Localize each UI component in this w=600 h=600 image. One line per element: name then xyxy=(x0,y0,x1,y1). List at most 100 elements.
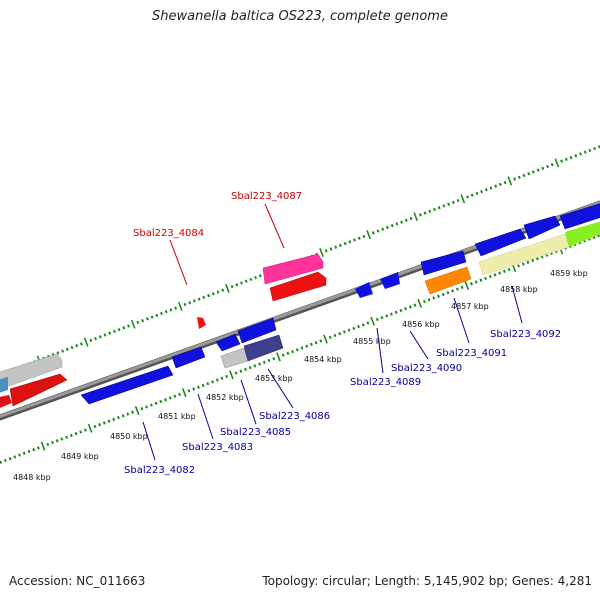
scale-tick xyxy=(131,410,134,414)
scale-tick xyxy=(211,380,215,384)
scale-tick xyxy=(178,392,182,397)
scale-tick xyxy=(366,321,370,325)
scale-tick xyxy=(8,456,12,461)
kbp-label: 4855 kbp xyxy=(353,337,391,346)
gene-sbal223-4086-blue[interactable] xyxy=(237,317,277,344)
scale-tick xyxy=(229,370,234,380)
scale-tick xyxy=(466,195,469,199)
scale-tick xyxy=(196,385,200,389)
scale-tick xyxy=(399,308,403,313)
gene-sbal223-4084[interactable] xyxy=(197,317,206,329)
scale-tick xyxy=(441,292,445,297)
gene-left-grey[interactable] xyxy=(0,353,63,393)
scale-tick xyxy=(370,316,375,326)
gene-left-red-2[interactable] xyxy=(0,395,12,412)
gene-sbal223-4083[interactable] xyxy=(171,346,206,369)
gene-sbal223-4092-blue[interactable] xyxy=(474,228,527,257)
scale-tick xyxy=(413,303,417,307)
gene-label-4092[interactable]: Sbal223_4092 xyxy=(490,329,561,340)
scale-tick xyxy=(385,314,389,318)
scale-tick xyxy=(460,285,464,289)
scale-tick xyxy=(145,317,149,321)
gene-label-4087[interactable]: Sbal223_4087 xyxy=(231,191,302,202)
scale-tick xyxy=(464,281,470,290)
scale-tick xyxy=(579,152,582,156)
gene-label-4089[interactable]: Sbal223_4089 xyxy=(350,377,421,388)
scale-tick xyxy=(102,421,106,425)
scale-tick xyxy=(197,297,201,301)
gene-label-4082[interactable]: Sbal223_4082 xyxy=(124,465,195,476)
scale-tick xyxy=(126,412,130,416)
gene-sbal223-4091[interactable] xyxy=(424,266,472,295)
scale-tick xyxy=(338,332,342,336)
scale-tick xyxy=(323,334,328,344)
genome-title: Shewanella baltica OS223, complete genom… xyxy=(152,9,448,24)
scale-tick xyxy=(221,288,225,292)
scale-tick xyxy=(447,202,451,206)
gene-sbal223-4082[interactable] xyxy=(80,365,174,405)
scale-tick xyxy=(480,189,484,194)
scale-tick xyxy=(343,241,347,246)
scale-tick xyxy=(201,383,205,388)
scale-tick xyxy=(174,306,178,310)
gene-sbal223-4087[interactable] xyxy=(269,271,327,302)
gene-sbal223-4085-grey[interactable] xyxy=(220,347,249,369)
scale-tick xyxy=(169,308,173,312)
gene-blue-next[interactable] xyxy=(523,215,561,240)
gene-label-4084[interactable]: Sbal223_4084 xyxy=(133,228,204,239)
scale-tick xyxy=(390,223,394,228)
scale-tick xyxy=(541,166,545,170)
scale-tick xyxy=(164,398,167,402)
scale-tick xyxy=(362,234,366,239)
scale-tick xyxy=(400,220,404,224)
genes-label: Genes: xyxy=(511,574,554,588)
scale-tick xyxy=(249,277,253,282)
callout-line-4091 xyxy=(453,297,470,344)
scale-tick xyxy=(494,184,498,188)
scale-tick xyxy=(87,423,93,433)
callout-line-4089 xyxy=(376,327,384,374)
kbp-label: 4851 kbp xyxy=(158,412,196,421)
scale-tick xyxy=(27,449,31,454)
scale-tick xyxy=(423,211,427,215)
scale-tick xyxy=(385,225,389,230)
gene-label-4091[interactable]: Sbal223_4091 xyxy=(436,348,507,359)
scale-tick xyxy=(122,326,126,330)
scale-tick xyxy=(366,230,371,240)
gene-label-4085[interactable]: Sbal223_4085 xyxy=(220,427,291,438)
genes-value: 4,281 xyxy=(557,574,592,588)
callout-line-4083 xyxy=(197,393,214,440)
gene-left-steelblue[interactable] xyxy=(0,377,8,396)
scale-tick xyxy=(546,164,549,169)
kbp-label: 4856 kbp xyxy=(402,320,440,329)
gene-label-4083[interactable]: Sbal223_4083 xyxy=(182,442,253,453)
gene-sbal223-4087-pink[interactable] xyxy=(262,253,324,285)
gene-sbal223-4086[interactable] xyxy=(243,334,284,362)
scale-tick xyxy=(234,371,238,375)
gene-sbal223-4085[interactable] xyxy=(215,333,241,352)
scale-tick xyxy=(300,346,304,350)
scale-tick xyxy=(456,198,460,203)
scale-tick xyxy=(121,414,125,418)
gene-blue-edge[interactable] xyxy=(559,202,600,230)
scale-tick xyxy=(342,330,346,334)
gene-sbal223-4089[interactable] xyxy=(355,282,373,298)
gene-green[interactable] xyxy=(565,220,600,247)
scale-tick xyxy=(305,344,309,348)
gene-sbal223-4090[interactable] xyxy=(380,272,400,289)
scale-tick xyxy=(225,374,229,379)
scale-tick xyxy=(60,437,64,441)
scale-tick xyxy=(428,209,432,213)
gene-left-red[interactable] xyxy=(9,373,68,407)
scale-tick xyxy=(352,326,356,331)
scale-tick xyxy=(474,280,478,284)
kbp-label: 4849 kbp xyxy=(61,452,99,461)
scale-tick xyxy=(550,163,554,167)
callout-line-4085 xyxy=(240,379,257,425)
gene-label-4090[interactable]: Sbal223_4090 xyxy=(391,363,462,374)
scale-tick xyxy=(422,299,426,304)
scale-tick xyxy=(475,191,479,196)
scale-tick xyxy=(314,340,318,345)
gene-label-4086[interactable]: Sbal223_4086 xyxy=(259,411,330,422)
gene-sbal223-4091-blue[interactable] xyxy=(420,250,467,276)
